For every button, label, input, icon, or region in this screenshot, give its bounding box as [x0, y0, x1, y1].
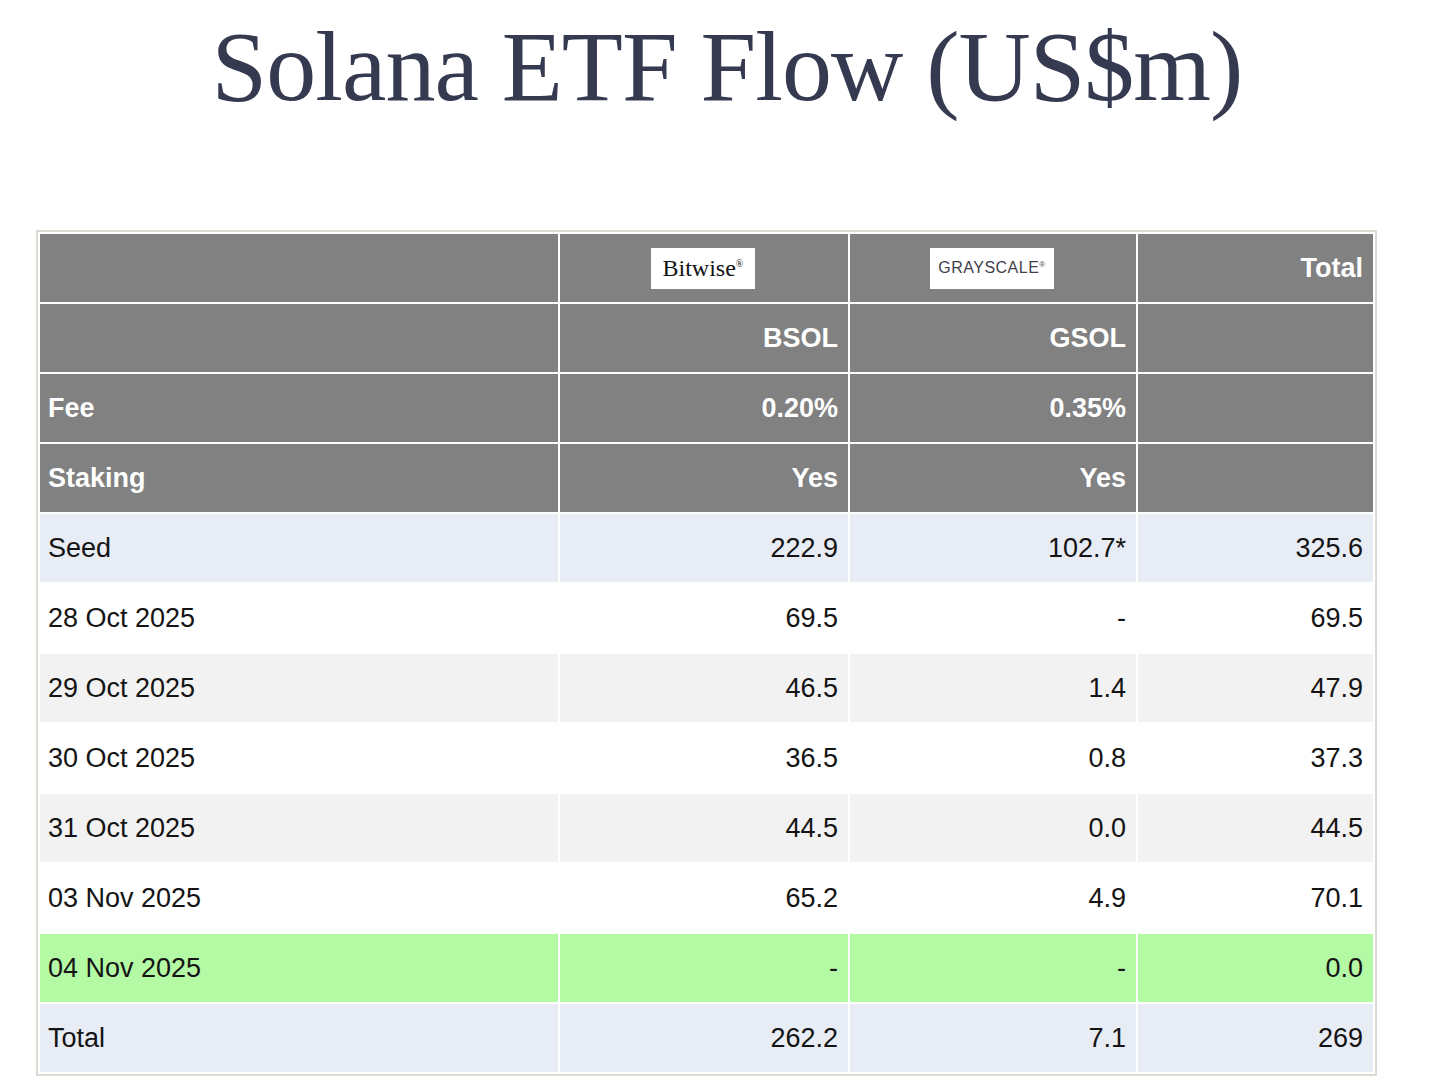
table-row-28-oct: 28 Oct 2025 69.5 - 69.5: [39, 583, 1374, 653]
total-value: 69.5: [1137, 583, 1374, 653]
total-column-header: Total: [1137, 233, 1374, 303]
total-value: 0.0: [1137, 933, 1374, 1003]
staking-row-label: Staking: [39, 443, 559, 513]
bsol-value: 262.2: [559, 1003, 849, 1073]
page-title: Solana ETF Flow (US$m): [0, 8, 1454, 126]
gsol-value: -: [849, 933, 1137, 1003]
etf-flow-table-grid: Bitwise® GRAYSCALE® Total BSOL GSOL Fee …: [38, 232, 1375, 1074]
bitwise-logo-cell: Bitwise®: [559, 233, 849, 303]
table-row-30-oct: 30 Oct 2025 36.5 0.8 37.3: [39, 723, 1374, 793]
table-row-seed: Seed 222.9 102.7* 325.6: [39, 513, 1374, 583]
header-empty-cell: [1137, 443, 1374, 513]
bitwise-logo: Bitwise®: [651, 248, 756, 289]
row-label: Total: [39, 1003, 559, 1073]
gsol-ticker: GSOL: [849, 303, 1137, 373]
gsol-value: 0.8: [849, 723, 1137, 793]
bitwise-logo-text: Bitwise: [663, 255, 736, 281]
row-label: 30 Oct 2025: [39, 723, 559, 793]
table-row-29-oct: 29 Oct 2025 46.5 1.4 47.9: [39, 653, 1374, 723]
row-label: 28 Oct 2025: [39, 583, 559, 653]
row-label: 04 Nov 2025: [39, 933, 559, 1003]
row-label: 29 Oct 2025: [39, 653, 559, 723]
gsol-fee: 0.35%: [849, 373, 1137, 443]
gsol-value: 102.7*: [849, 513, 1137, 583]
gsol-value: 7.1: [849, 1003, 1137, 1073]
row-label: Seed: [39, 513, 559, 583]
header-row-fee: Fee 0.20% 0.35%: [39, 373, 1374, 443]
bsol-value: 222.9: [559, 513, 849, 583]
table-row-03-nov: 03 Nov 2025 65.2 4.9 70.1: [39, 863, 1374, 933]
table-row-04-nov-highlighted: 04 Nov 2025 - - 0.0: [39, 933, 1374, 1003]
page: Solana ETF Flow (US$m) Bitwise® GRAYSCAL…: [0, 8, 1454, 1092]
header-empty-cell: [39, 303, 559, 373]
fee-row-label: Fee: [39, 373, 559, 443]
table-row-total: Total 262.2 7.1 269: [39, 1003, 1374, 1073]
gsol-value: -: [849, 583, 1137, 653]
grayscale-logo: GRAYSCALE®: [930, 248, 1054, 289]
bsol-staking: Yes: [559, 443, 849, 513]
bsol-value: 46.5: [559, 653, 849, 723]
row-label: 03 Nov 2025: [39, 863, 559, 933]
etf-flow-table: Bitwise® GRAYSCALE® Total BSOL GSOL Fee …: [36, 230, 1377, 1076]
gsol-value: 1.4: [849, 653, 1137, 723]
gsol-staking: Yes: [849, 443, 1137, 513]
total-value: 325.6: [1137, 513, 1374, 583]
header-row-providers: Bitwise® GRAYSCALE® Total: [39, 233, 1374, 303]
total-value: 269: [1137, 1003, 1374, 1073]
total-value: 70.1: [1137, 863, 1374, 933]
bsol-value: 36.5: [559, 723, 849, 793]
total-value: 44.5: [1137, 793, 1374, 863]
header-empty-cell: [1137, 373, 1374, 443]
grayscale-trademark: ®: [1039, 259, 1045, 268]
bsol-ticker: BSOL: [559, 303, 849, 373]
bsol-fee: 0.20%: [559, 373, 849, 443]
bitwise-trademark: ®: [736, 258, 744, 269]
header-row-tickers: BSOL GSOL: [39, 303, 1374, 373]
bsol-value: 69.5: [559, 583, 849, 653]
table-row-31-oct: 31 Oct 2025 44.5 0.0 44.5: [39, 793, 1374, 863]
header-empty-cell: [1137, 303, 1374, 373]
total-value: 47.9: [1137, 653, 1374, 723]
header-row-staking: Staking Yes Yes: [39, 443, 1374, 513]
grayscale-logo-cell: GRAYSCALE®: [849, 233, 1137, 303]
bsol-value: 65.2: [559, 863, 849, 933]
total-value: 37.3: [1137, 723, 1374, 793]
bsol-value: -: [559, 933, 849, 1003]
gsol-value: 0.0: [849, 793, 1137, 863]
grayscale-logo-text: GRAYSCALE: [938, 259, 1039, 276]
header-empty-cell: [39, 233, 559, 303]
gsol-value: 4.9: [849, 863, 1137, 933]
row-label: 31 Oct 2025: [39, 793, 559, 863]
bsol-value: 44.5: [559, 793, 849, 863]
